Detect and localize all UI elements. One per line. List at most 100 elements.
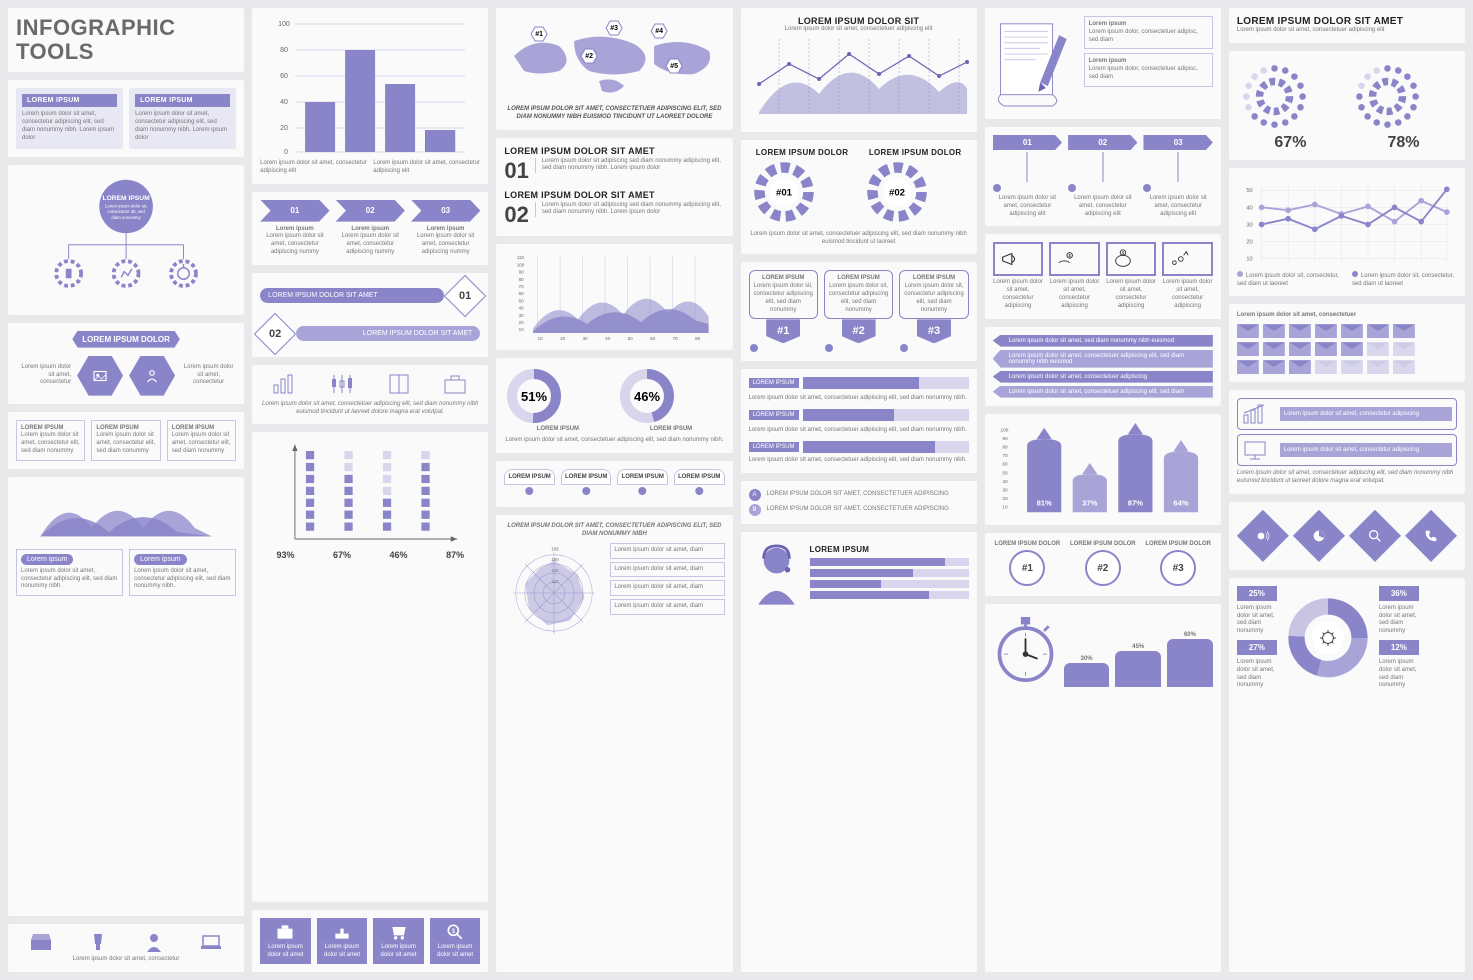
page-title: INFOGRAPHIC TOOLS [16, 16, 236, 64]
svg-text:30: 30 [1002, 487, 1008, 493]
svg-text:51%: 51% [521, 389, 547, 404]
icons-caption: Lorem ipsum dolor sit amet, consectetuer… [260, 401, 480, 417]
pen-scroll-icon [993, 16, 1078, 111]
svg-text:10: 10 [519, 327, 525, 332]
circle-tree-panel: LOREM IPSUM Lorem ipsum dolor sit, conse… [8, 165, 244, 315]
column-2: 1008060 40200 Lorem ipsum dolor sit amet… [252, 8, 488, 972]
progress-row-1: LOREM IPSUM [749, 377, 969, 389]
gear-pair-panel: LOREM IPSUM DOLOR #01 LOREM IPSUM DOLOR … [741, 140, 977, 255]
ribbon-label: LOREM IPSUM DOLOR [72, 331, 180, 348]
svg-text:consectetur att, sed: consectetur att, sed [107, 209, 145, 214]
diamond-phone-icon [1405, 510, 1457, 562]
pen-side-2: Lorem ipsumLorem ipsum dolor, consectetu… [1084, 53, 1213, 86]
svg-text:80: 80 [519, 276, 525, 281]
arrow-bars-panel: 100908070605040302010 81%37%87%64% [985, 414, 1221, 525]
svg-text:80: 80 [1002, 444, 1008, 450]
svg-text:Lorem ipsum dolor sit,: Lorem ipsum dolor sit, [105, 203, 147, 208]
header-panel: LOREM IPSUM DOLOR SIT AMET Lorem ipsum d… [1229, 8, 1465, 43]
hex-icon-1 [77, 356, 123, 396]
svg-text:60: 60 [280, 73, 288, 80]
left-arrow-4: Lorem ipsum dolor sit amet, consectetuer… [993, 386, 1213, 398]
grid-area-svg: 110100908070605040302010 102030405060708… [504, 252, 724, 342]
seg-label-36: 36% [1379, 586, 1419, 601]
person-panel: LOREM IPSUM [741, 532, 977, 972]
column-5: Lorem ipsumLorem ipsum dolor, consectetu… [985, 8, 1221, 972]
diamond-search-icon [1349, 510, 1401, 562]
badge-2: LOREM IPSUM DOLOR#2 [1068, 541, 1137, 589]
lorem-box-1: LOREM IPSUM Lorem ipsum dolor sit amet, … [16, 88, 123, 148]
ribbon-panel: LOREM IPSUM DOLOR Lorem ipsum dolor sit … [8, 323, 244, 404]
progress-row-3: LOREM IPSUM [749, 441, 969, 453]
bottom-tiles-panel: Lorem ipsum dolor sit amet Lorem ipsum d… [252, 910, 488, 972]
scatter-grid-panel: 93% 67% 46% 87% [252, 432, 488, 902]
hex-text-right: Lorem ipsum dolor sit amet, consectetur [181, 364, 236, 387]
left-arrow-3: Lorem ipsum dolor sit amet, consectetuer… [993, 371, 1213, 383]
svg-text:70: 70 [519, 284, 525, 289]
bar-chart-svg: 1008060 40200 [260, 16, 480, 156]
svg-text:60: 60 [1002, 461, 1008, 467]
area-legend-1: Lorem ipsumLorem ipsum dolor sit amet, c… [16, 549, 123, 596]
briefcase-icon [442, 373, 468, 395]
svg-text:50: 50 [1246, 188, 1252, 194]
svg-text:100: 100 [517, 262, 525, 267]
chart-icon [272, 373, 298, 395]
info-row-1: Lorem ipsum dolor sit amet, consectetur … [1237, 398, 1457, 430]
diamond-icons-panel [1229, 502, 1465, 570]
svg-text:90: 90 [1002, 436, 1008, 442]
diamond-speak-icon [1237, 510, 1289, 562]
mini-box-1: LOREM IPSUMLorem ipsum dolor sit amet, c… [16, 420, 85, 461]
dual-line-panel: 5040302010 Lorem ipsum dolor sit, consec… [1229, 168, 1465, 297]
bar-chart-panel: 1008060 40200 Lorem ipsum dolor sit amet… [252, 8, 488, 184]
column-1: INFOGRAPHIC TOOLS LOREM IPSUM Lorem ipsu… [8, 8, 244, 972]
svg-text:80: 80 [695, 336, 701, 341]
diamond-1: 01 [444, 275, 486, 317]
badge-1: LOREM IPSUM DOLOR#1 [993, 541, 1062, 589]
candle-icon [329, 373, 355, 395]
left-arrow-1: Lorem ipsum dolor sit amet, sed diam non… [993, 335, 1213, 347]
svg-text:#1: #1 [536, 31, 544, 38]
svg-text:90: 90 [519, 269, 525, 274]
svg-text:0: 0 [284, 149, 288, 156]
hex-text-left: Lorem ipsum dolor sit amet, consectetur [16, 364, 71, 387]
dual-line-svg: 5040302010 [1237, 176, 1457, 271]
ribbon-step-1: 01Lorem ipsum dolor sit amet, consectetu… [993, 135, 1062, 218]
svg-text:20: 20 [519, 320, 525, 325]
area-legend-2: Lorem ipsumLorem ipsum dolor sit amet, c… [129, 549, 236, 596]
donut-51: 51% [504, 366, 564, 426]
bottom-caption: Lorem ipsum dolor sit amet, consectetur [16, 956, 236, 964]
svg-text:30: 30 [1246, 222, 1252, 228]
numbered-panel: LOREM IPSUM DOLOR SIT AMET 01 Lorem ipsu… [496, 138, 732, 236]
tile-cart: Lorem ipsum dolor sit amet [373, 918, 424, 964]
mini-box-2: LOREM IPSUMLorem ipsum dolor sit amet, c… [91, 420, 160, 461]
svg-text:30: 30 [519, 312, 525, 317]
piggy-icon: $ [1106, 242, 1157, 276]
svg-text:46%: 46% [634, 389, 660, 404]
svg-text:20: 20 [1246, 239, 1252, 245]
svg-text:64%: 64% [1173, 498, 1188, 507]
svg-text:10: 10 [1246, 256, 1252, 262]
pointer-2: LOREM IPSUMLorem ipsum dolor sit, consec… [824, 270, 893, 353]
bottom-icons-panel: Lorem ipsum dolor sit amet, consectetur [8, 924, 244, 972]
map-caption: LOREM IPSUM DOLOR SIT AMET, CONSECTETUER… [504, 106, 724, 122]
laptop-icon [199, 932, 223, 952]
seg-label-25: 25% [1237, 586, 1277, 601]
left-arrows-panel: Lorem ipsum dolor sit amet, sed diam non… [985, 327, 1221, 406]
circle-tree-svg: LOREM IPSUM Lorem ipsum dolor sit, conse… [16, 173, 236, 307]
coins-icon: $ [1049, 242, 1100, 276]
arrow-tab-1: 01 [260, 200, 329, 222]
arrow-bars-svg: 100908070605040302010 81%37%87%64% [993, 422, 1213, 517]
svg-text:81%: 81% [1036, 498, 1051, 507]
envelopes-panel: Lorem ipsum dolor sit amet, consectetuer [1229, 304, 1465, 382]
svg-text:50: 50 [519, 298, 525, 303]
segmented-donut-svg [1283, 593, 1373, 683]
mini-box-3: LOREM IPSUMLorem ipsum dolor sit amet, c… [167, 420, 236, 461]
svg-text:20: 20 [280, 125, 288, 132]
svg-text:50: 50 [628, 336, 634, 341]
tab-4: LOREM IPSUM [674, 469, 725, 499]
info-row-2: Lorem ipsum dolor sit amet, consectetur … [1237, 434, 1457, 466]
svg-text:20: 20 [1002, 495, 1008, 501]
pen-side-1: Lorem ipsumLorem ipsum dolor, consectetu… [1084, 16, 1213, 49]
badge-3: LOREM IPSUM DOLOR#3 [1143, 541, 1212, 589]
diamond-pie-icon [1293, 510, 1345, 562]
gear-02-icon: #02 [862, 157, 932, 227]
